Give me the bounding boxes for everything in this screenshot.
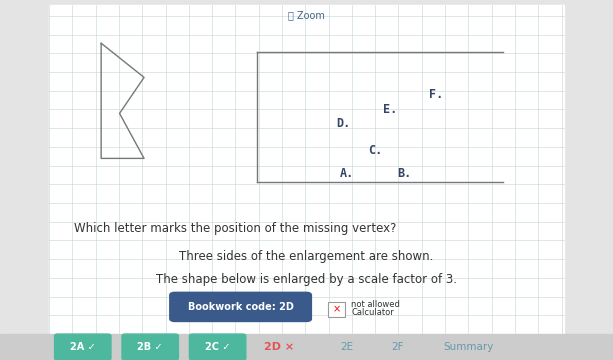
Text: ×: ×	[332, 304, 341, 314]
Bar	[0, 334, 613, 360]
Text: 2F: 2F	[391, 342, 403, 352]
Text: Summary: Summary	[444, 342, 494, 352]
FancyBboxPatch shape	[170, 292, 311, 321]
Bar	[49, 5, 564, 334]
Text: E.: E.	[383, 103, 397, 116]
Text: The shape below is enlarged by a scale factor of 3.: The shape below is enlarged by a scale f…	[156, 273, 457, 285]
Text: 2E: 2E	[340, 342, 353, 352]
Text: 2B ✓: 2B ✓	[137, 342, 163, 352]
Text: Which letter marks the position of the missing vertex?: Which letter marks the position of the m…	[74, 222, 396, 235]
Text: Bookwork code: 2D: Bookwork code: 2D	[188, 302, 294, 312]
Text: 2A ✓: 2A ✓	[70, 342, 96, 352]
Text: 2D ×: 2D ×	[264, 342, 294, 352]
Text: F.: F.	[429, 88, 443, 101]
FancyBboxPatch shape	[189, 334, 246, 360]
Text: 2C ✓: 2C ✓	[205, 342, 230, 352]
Text: D.: D.	[336, 117, 350, 130]
Text: 🔍 Zoom: 🔍 Zoom	[288, 10, 325, 20]
Bar	[328, 302, 345, 317]
Text: not allowed: not allowed	[351, 300, 400, 310]
FancyBboxPatch shape	[122, 334, 178, 360]
Text: Three sides of the enlargement are shown.: Three sides of the enlargement are shown…	[180, 250, 433, 263]
Text: A.: A.	[340, 167, 354, 180]
Text: B.: B.	[397, 167, 411, 180]
Text: C.: C.	[368, 144, 382, 157]
FancyBboxPatch shape	[55, 334, 111, 360]
Text: Calculator: Calculator	[351, 308, 394, 318]
